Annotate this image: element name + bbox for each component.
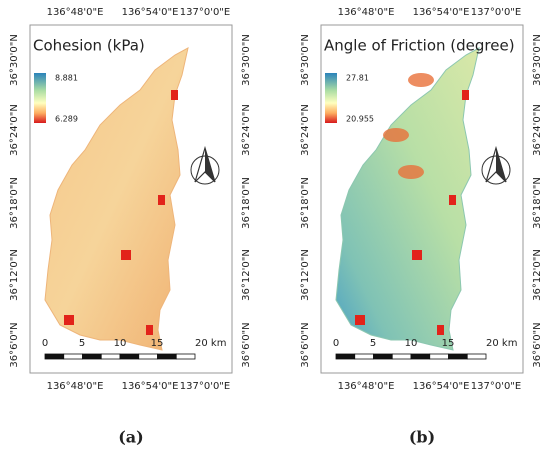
scale-label: 20 km [195, 338, 226, 349]
latitude-label: 36°6'0"N [532, 322, 543, 367]
longitude-label: 136°54'0"E [122, 7, 179, 18]
longitude-label: 136°54'0"E [413, 7, 470, 18]
latitude-label: 36°30'0"N [532, 34, 543, 86]
hotspot [398, 165, 424, 179]
latitude-label: 36°18'0"N [532, 177, 543, 229]
map-panel: Angle of Friction (degree) 27.81 20.955 0 5 1… [300, 7, 543, 447]
hotspot [437, 325, 444, 335]
latitude-label: 36°6'0"N [300, 322, 311, 367]
scale-segment [448, 353, 468, 360]
legend-min: 6.289 [55, 115, 78, 124]
hotspot [408, 73, 434, 87]
map-title: Cohesion (kPa) [33, 37, 145, 55]
legend-ramp [34, 73, 46, 123]
scale-segment [373, 353, 393, 360]
scale-segment [466, 353, 487, 360]
scale-segment [63, 353, 83, 360]
latitude-label: 36°24'0"N [9, 104, 20, 156]
longitude-label: 136°48'0"E [338, 381, 395, 392]
hotspot [64, 315, 74, 325]
north-arrow-ring [481, 155, 511, 185]
hotspot [383, 128, 409, 142]
scale-label: 10 [114, 338, 127, 349]
latitude-label: 36°24'0"N [300, 104, 311, 156]
scale-label: 15 [442, 338, 455, 349]
scale-segment [157, 353, 177, 360]
latitude-label: 36°6'0"N [241, 322, 252, 367]
latitude-label: 36°6'0"N [9, 322, 20, 367]
scale-segment [429, 353, 449, 360]
study-area [44, 47, 189, 351]
scale-label: 5 [79, 338, 85, 349]
scale-label: 0 [333, 338, 339, 349]
hotspot [171, 90, 178, 100]
longitude-label: 136°48'0"E [47, 7, 104, 18]
panel-caption: (b) [409, 428, 435, 447]
map-title: Angle of Friction (degree) [324, 37, 515, 55]
latitude-label: 36°30'0"N [241, 34, 252, 86]
latitude-label: 36°18'0"N [241, 177, 252, 229]
latitude-label: 36°12'0"N [300, 249, 311, 301]
longitude-label: 137°0'0"E [180, 7, 230, 18]
panel-caption: (a) [118, 428, 144, 447]
scale-segment [138, 353, 158, 360]
scale-segment [119, 353, 140, 360]
hotspot [121, 250, 131, 260]
latitude-label: 36°12'0"N [241, 249, 252, 301]
scale-segment [354, 353, 374, 360]
latitude-label: 36°24'0"N [532, 104, 543, 156]
longitude-label: 137°0'0"E [471, 7, 521, 18]
latitude-label: 36°12'0"N [9, 249, 20, 301]
legend-max: 27.81 [346, 74, 369, 83]
study-area [335, 47, 480, 351]
north-arrow-ring [190, 155, 220, 185]
longitude-label: 137°0'0"E [471, 381, 521, 392]
hotspot [158, 195, 165, 205]
latitude-label: 36°18'0"N [9, 177, 20, 229]
longitude-label: 136°48'0"E [338, 7, 395, 18]
hotspot [462, 90, 469, 100]
latitude-label: 36°24'0"N [241, 104, 252, 156]
scale-label: 0 [42, 338, 48, 349]
scale-segment [82, 353, 102, 360]
scale-label: 10 [405, 338, 418, 349]
scale-label: 15 [151, 338, 164, 349]
scale-label: 5 [370, 338, 376, 349]
legend-min: 20.955 [346, 115, 374, 124]
longitude-label: 136°54'0"E [122, 381, 179, 392]
scale-segment [335, 353, 356, 360]
legend-max: 8.881 [55, 74, 78, 83]
latitude-label: 36°30'0"N [9, 34, 20, 86]
legend-ramp [325, 73, 337, 123]
scale-segment [44, 353, 65, 360]
hotspot [355, 315, 365, 325]
longitude-label: 137°0'0"E [180, 381, 230, 392]
latitude-label: 36°12'0"N [532, 249, 543, 301]
scale-segment [391, 353, 412, 360]
hotspot [449, 195, 456, 205]
scale-segment [410, 353, 431, 360]
latitude-label: 36°30'0"N [300, 34, 311, 86]
hotspot [146, 325, 153, 335]
latitude-label: 36°18'0"N [300, 177, 311, 229]
scale-segment [175, 353, 196, 360]
longitude-label: 136°48'0"E [47, 381, 104, 392]
scale-label: 20 km [486, 338, 517, 349]
longitude-label: 136°54'0"E [413, 381, 470, 392]
hotspot [412, 250, 422, 260]
scale-segment [100, 353, 121, 360]
map-panel: Cohesion (kPa) 8.881 6.289 0 5 10 15 20 km 136°4… [9, 7, 252, 447]
